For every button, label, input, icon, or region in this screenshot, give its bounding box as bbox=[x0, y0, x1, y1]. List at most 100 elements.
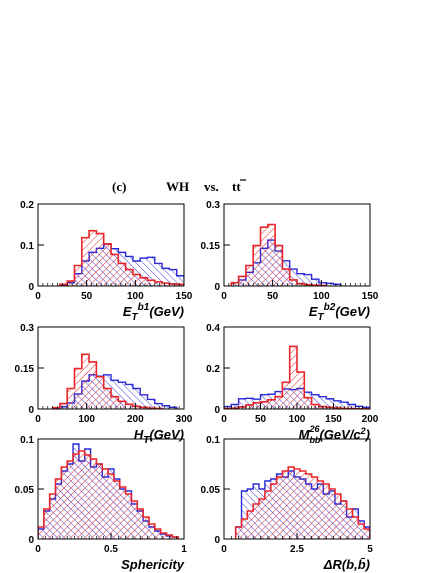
signal-bin-mbb-8 bbox=[282, 382, 290, 409]
signal-bin-sphericity-10 bbox=[96, 464, 103, 539]
signal-bin-delta-r-4 bbox=[259, 499, 265, 539]
y-tick-label-delta-r-1: 0.05 bbox=[201, 485, 221, 496]
y-tick-label-sphericity-2: 0.1 bbox=[20, 435, 34, 446]
x-tick-label-ht-1: 100 bbox=[78, 414, 95, 425]
signal-bin-Et-b1-12 bbox=[147, 280, 155, 286]
histogram-panel-Et-b2: 0 50 100 150 0 0.15 0.3 ETb2(GeV) bbox=[201, 200, 379, 323]
x-tick-label-mbb-4: 200 bbox=[362, 414, 379, 425]
x-tick-label-mbb-2: 100 bbox=[289, 414, 306, 425]
x-axis-label-Et-b1: ETb1(GeV) bbox=[123, 302, 184, 323]
y-tick-label-sphericity-1: 0.05 bbox=[15, 485, 35, 496]
y-tick-label-Et-b1-1: 0.1 bbox=[20, 241, 34, 252]
signal-bin-mbb-11 bbox=[304, 397, 312, 409]
background-bin-mbb-3 bbox=[245, 398, 254, 409]
background-bin-ht-10 bbox=[125, 384, 133, 409]
signal-bin-delta-r-3 bbox=[253, 504, 260, 539]
x-axis-label-Et-b2: ETb2(GeV) bbox=[309, 302, 370, 323]
y-tick-label-Et-b1-2: 0.2 bbox=[20, 200, 34, 211]
signal-bin-Et-b1-15 bbox=[169, 283, 177, 286]
signal-bin-ht-9 bbox=[118, 401, 126, 409]
signal-bin-delta-r-17 bbox=[334, 494, 341, 539]
signal-bin-mbb-4 bbox=[253, 402, 261, 409]
signal-bin-sphericity-4 bbox=[61, 467, 68, 539]
histogram-panel-delta-r: 0 2.5 5 0 0.05 0.1 ΔR(b,b̄) bbox=[201, 435, 374, 572]
background-bin-Et-b1-16 bbox=[176, 275, 184, 286]
signal-bin-delta-r-0 bbox=[235, 527, 242, 539]
signal-bin-sphericity-8 bbox=[84, 455, 91, 539]
background-bin-Et-b1-13 bbox=[154, 263, 163, 286]
histogram-panel-sphericity: 0 0.5 1 0 0.05 0.1 Sphericity bbox=[15, 435, 188, 572]
signal-bin-Et-b2-1 bbox=[238, 276, 246, 286]
background-bin-Et-b1-15 bbox=[169, 269, 177, 286]
x-tick-label-sphericity-1: 0.5 bbox=[104, 544, 118, 555]
signal-bin-ht-2 bbox=[67, 388, 75, 409]
signal-bin-delta-r-9 bbox=[288, 467, 295, 539]
signal-series-ht bbox=[51, 353, 163, 409]
x-tick-label-ht-2: 200 bbox=[127, 414, 144, 425]
x-tick-label-sphericity-0: 0 bbox=[35, 544, 41, 555]
signal-bin-Et-b2-3 bbox=[253, 245, 261, 286]
signal-bin-Et-b2-5 bbox=[267, 224, 276, 286]
signal-bin-Et-b1-2 bbox=[74, 265, 82, 286]
signal-bin-Et-b2-0 bbox=[231, 282, 239, 286]
signal-bin-Et-b1-13 bbox=[154, 281, 163, 286]
signal-bin-Et-b2-9 bbox=[297, 283, 305, 286]
signal-bin-ht-11 bbox=[132, 406, 141, 409]
signal-bin-Et-b2-4 bbox=[260, 227, 268, 286]
y-tick-label-Et-b2-0: 0 bbox=[214, 282, 220, 293]
signal-bin-ht-1 bbox=[59, 403, 68, 409]
background-bin-Et-b2-8 bbox=[289, 269, 297, 286]
signal-bin-Et-b1-10 bbox=[132, 274, 141, 286]
signal-outline-mbb bbox=[224, 345, 370, 409]
signal-series-Et-b1 bbox=[59, 229, 184, 286]
x-tick-label-Et-b2-0: 0 bbox=[221, 291, 227, 302]
signal-bin-delta-r-6 bbox=[270, 484, 277, 539]
signal-bin-sphericity-23 bbox=[172, 537, 179, 539]
signal-bin-delta-r-2 bbox=[247, 511, 254, 539]
y-tick-label-ht-0: 0 bbox=[28, 405, 34, 416]
x-tick-label-ht-3: 300 bbox=[176, 414, 193, 425]
signal-bin-mbb-6 bbox=[267, 399, 276, 409]
background-bin-Et-b2-13 bbox=[326, 283, 334, 286]
signal-bin-sphericity-5 bbox=[67, 461, 74, 539]
y-tick-label-ht-2: 0.3 bbox=[20, 323, 34, 334]
signal-bin-ht-4 bbox=[81, 354, 90, 409]
x-tick-label-mbb-3: 150 bbox=[325, 414, 342, 425]
signal-bin-Et-b1-14 bbox=[162, 283, 170, 286]
signal-bin-ht-7 bbox=[103, 388, 111, 409]
signal-bin-sphericity-7 bbox=[78, 451, 85, 539]
x-tick-label-Et-b1-2: 100 bbox=[127, 291, 144, 302]
signal-bin-ht-8 bbox=[111, 396, 119, 409]
background-bin-Et-b2-12 bbox=[318, 282, 327, 286]
signal-bin-Et-b1-5 bbox=[96, 233, 104, 286]
y-tick-label-Et-b2-2: 0.3 bbox=[206, 200, 220, 211]
signal-bin-sphericity-21 bbox=[160, 533, 167, 539]
signal-bin-sphericity-14 bbox=[119, 487, 126, 539]
background-bin-mbb-12 bbox=[311, 394, 319, 409]
signal-bin-sphericity-1 bbox=[43, 509, 50, 539]
signal-bin-Et-b2-8 bbox=[289, 279, 297, 286]
signal-bin-delta-r-7 bbox=[276, 477, 283, 539]
x-tick-label-Et-b1-0: 0 bbox=[35, 291, 41, 302]
signal-bin-delta-r-13 bbox=[311, 477, 318, 539]
signal-bin-delta-r-14 bbox=[317, 481, 324, 539]
signal-bin-ht-12 bbox=[140, 407, 148, 409]
figure-header: (c) WH vs. tt bbox=[112, 179, 246, 194]
signal-bin-delta-r-15 bbox=[323, 484, 330, 539]
signal-bin-sphericity-18 bbox=[143, 517, 149, 539]
x-axis-label-delta-r: ΔR(b,b̄) bbox=[323, 557, 370, 572]
x-axis-label-ht: HT(GeV) bbox=[134, 427, 184, 446]
x-tick-label-ht-0: 0 bbox=[35, 414, 41, 425]
y-tick-label-sphericity-0: 0 bbox=[28, 535, 34, 546]
x-tick-label-Et-b1-3: 150 bbox=[176, 291, 193, 302]
signal-bin-mbb-7 bbox=[275, 396, 283, 409]
signal-label: WH bbox=[166, 179, 189, 194]
background-bin-Et-b1-17 bbox=[184, 279, 191, 286]
signal-bin-Et-b1-7 bbox=[111, 254, 119, 286]
y-tick-label-ht-1: 0.15 bbox=[15, 364, 35, 375]
signal-bin-Et-b1-9 bbox=[125, 269, 133, 286]
y-tick-label-Et-b2-1: 0.15 bbox=[201, 241, 221, 252]
signal-bin-delta-r-11 bbox=[299, 471, 306, 539]
signal-bin-delta-r-10 bbox=[294, 469, 300, 539]
